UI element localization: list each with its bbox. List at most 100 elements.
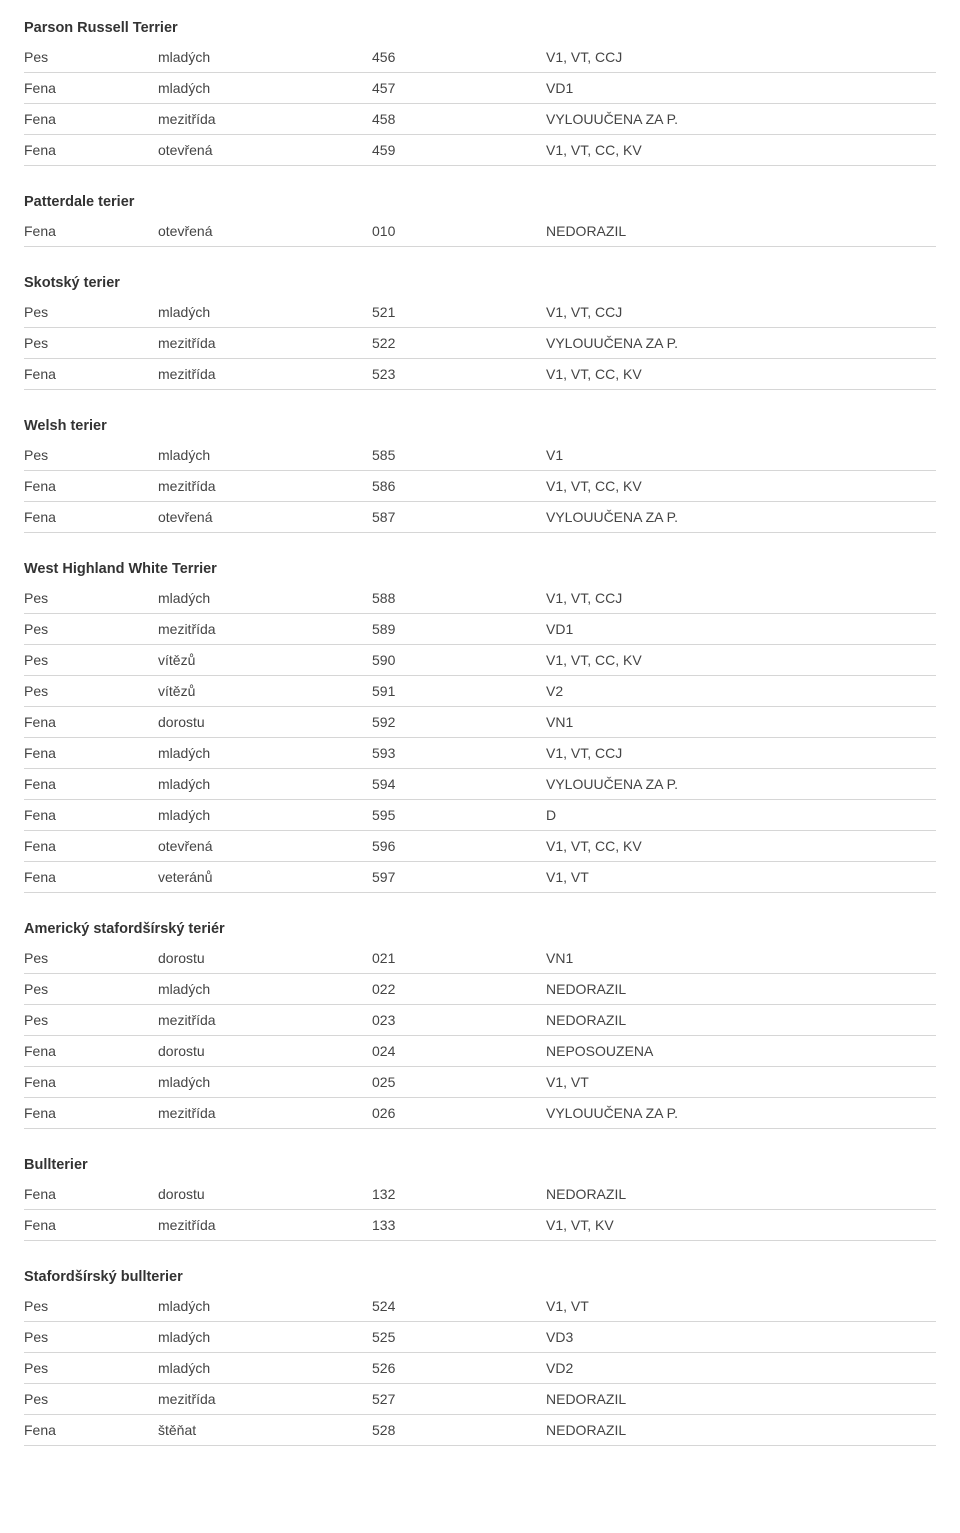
table-row: Fenamladých595D bbox=[24, 800, 936, 831]
cell-class: otevřená bbox=[158, 216, 372, 247]
breed-name: Bullterier bbox=[24, 1157, 936, 1173]
cell-sex: Fena bbox=[24, 862, 158, 893]
cell-sex: Pes bbox=[24, 1384, 158, 1415]
cell-number: 023 bbox=[372, 1005, 546, 1036]
results-table: Pesmladých588V1, VT, CCJPesmezitřída589V… bbox=[24, 583, 936, 893]
cell-number: 524 bbox=[372, 1291, 546, 1322]
cell-number: 595 bbox=[372, 800, 546, 831]
table-row: Fenaštěňat528NEDORAZIL bbox=[24, 1415, 936, 1446]
breed-block: Welsh terierPesmladých585V1Fenamezitřída… bbox=[24, 418, 936, 533]
cell-number: 588 bbox=[372, 583, 546, 614]
cell-number: 589 bbox=[372, 614, 546, 645]
cell-number: 591 bbox=[372, 676, 546, 707]
cell-class: mezitřída bbox=[158, 328, 372, 359]
cell-number: 021 bbox=[372, 943, 546, 974]
cell-sex: Pes bbox=[24, 583, 158, 614]
table-row: Fenaveteránů597V1, VT bbox=[24, 862, 936, 893]
breed-name: West Highland White Terrier bbox=[24, 561, 936, 577]
cell-number: 458 bbox=[372, 104, 546, 135]
cell-number: 590 bbox=[372, 645, 546, 676]
cell-result: V2 bbox=[546, 676, 936, 707]
cell-class: mladých bbox=[158, 73, 372, 104]
cell-result: V1, VT, CCJ bbox=[546, 42, 936, 73]
table-row: Fenadorostu592VN1 bbox=[24, 707, 936, 738]
cell-result: NEDORAZIL bbox=[546, 1005, 936, 1036]
cell-class: dorostu bbox=[158, 1036, 372, 1067]
cell-class: mladých bbox=[158, 440, 372, 471]
table-row: Fenadorostu024NEPOSOUZENA bbox=[24, 1036, 936, 1067]
results-table: Pesmladých521V1, VT, CCJPesmezitřída522V… bbox=[24, 297, 936, 390]
cell-number: 593 bbox=[372, 738, 546, 769]
results-table: Fenaotevřená010NEDORAZIL bbox=[24, 216, 936, 247]
table-row: Fenamezitřída458VYLOUUČENA ZA P. bbox=[24, 104, 936, 135]
cell-sex: Fena bbox=[24, 831, 158, 862]
cell-result: V1, VT bbox=[546, 1067, 936, 1098]
table-row: Fenaotevřená010NEDORAZIL bbox=[24, 216, 936, 247]
cell-number: 596 bbox=[372, 831, 546, 862]
breed-name: Americký stafordšírský teriér bbox=[24, 921, 936, 937]
cell-class: mezitřída bbox=[158, 614, 372, 645]
cell-sex: Fena bbox=[24, 1179, 158, 1210]
table-row: Fenamladých025V1, VT bbox=[24, 1067, 936, 1098]
cell-class: mezitřída bbox=[158, 359, 372, 390]
results-table: Pesmladých524V1, VTPesmladých525VD3Pesml… bbox=[24, 1291, 936, 1446]
cell-result: V1, VT, CC, KV bbox=[546, 645, 936, 676]
cell-result: V1, VT, CC, KV bbox=[546, 359, 936, 390]
table-row: Fenadorostu132NEDORAZIL bbox=[24, 1179, 936, 1210]
table-row: Fenamezitřída523V1, VT, CC, KV bbox=[24, 359, 936, 390]
cell-sex: Pes bbox=[24, 1005, 158, 1036]
cell-class: veteránů bbox=[158, 862, 372, 893]
cell-sex: Pes bbox=[24, 1353, 158, 1384]
cell-class: otevřená bbox=[158, 502, 372, 533]
table-row: Pesmezitřída589VD1 bbox=[24, 614, 936, 645]
cell-result: VN1 bbox=[546, 707, 936, 738]
cell-class: mladých bbox=[158, 583, 372, 614]
cell-result: V1, VT bbox=[546, 1291, 936, 1322]
cell-sex: Fena bbox=[24, 104, 158, 135]
cell-number: 522 bbox=[372, 328, 546, 359]
cell-class: mezitřída bbox=[158, 104, 372, 135]
cell-class: dorostu bbox=[158, 943, 372, 974]
breed-block: Parson Russell TerrierPesmladých456V1, V… bbox=[24, 20, 936, 166]
cell-number: 026 bbox=[372, 1098, 546, 1129]
cell-result: VYLOUUČENA ZA P. bbox=[546, 104, 936, 135]
results-table: Fenadorostu132NEDORAZILFenamezitřída133V… bbox=[24, 1179, 936, 1241]
cell-sex: Fena bbox=[24, 769, 158, 800]
breed-block: West Highland White TerrierPesmladých588… bbox=[24, 561, 936, 893]
cell-sex: Fena bbox=[24, 359, 158, 390]
cell-class: mezitřída bbox=[158, 1005, 372, 1036]
table-row: Pesmladých521V1, VT, CCJ bbox=[24, 297, 936, 328]
table-row: Pesmladých524V1, VT bbox=[24, 1291, 936, 1322]
cell-result: NEDORAZIL bbox=[546, 974, 936, 1005]
table-row: Fenamezitřída586V1, VT, CC, KV bbox=[24, 471, 936, 502]
cell-class: mladých bbox=[158, 738, 372, 769]
table-row: Pesdorostu021VN1 bbox=[24, 943, 936, 974]
cell-result: V1, VT, CCJ bbox=[546, 583, 936, 614]
table-row: Fenaotevřená596V1, VT, CC, KV bbox=[24, 831, 936, 862]
table-row: Pesmladých526VD2 bbox=[24, 1353, 936, 1384]
cell-sex: Fena bbox=[24, 502, 158, 533]
cell-result: VD2 bbox=[546, 1353, 936, 1384]
cell-result: V1, VT bbox=[546, 862, 936, 893]
table-row: Pesmladých456V1, VT, CCJ bbox=[24, 42, 936, 73]
cell-class: mezitřída bbox=[158, 471, 372, 502]
cell-class: mladých bbox=[158, 1067, 372, 1098]
cell-result: V1, VT, CC, KV bbox=[546, 831, 936, 862]
cell-sex: Pes bbox=[24, 42, 158, 73]
cell-number: 585 bbox=[372, 440, 546, 471]
cell-class: otevřená bbox=[158, 831, 372, 862]
cell-sex: Pes bbox=[24, 974, 158, 1005]
breed-block: Skotský terierPesmladých521V1, VT, CCJPe… bbox=[24, 275, 936, 390]
table-row: Fenamladých593V1, VT, CCJ bbox=[24, 738, 936, 769]
table-row: Fenaotevřená587VYLOUUČENA ZA P. bbox=[24, 502, 936, 533]
cell-result: VD3 bbox=[546, 1322, 936, 1353]
cell-number: 459 bbox=[372, 135, 546, 166]
cell-sex: Fena bbox=[24, 1036, 158, 1067]
table-row: Pesmladých022NEDORAZIL bbox=[24, 974, 936, 1005]
cell-class: vítězů bbox=[158, 676, 372, 707]
table-row: Pesvítězů591V2 bbox=[24, 676, 936, 707]
cell-class: mladých bbox=[158, 769, 372, 800]
results-table: Pesdorostu021VN1Pesmladých022NEDORAZILPe… bbox=[24, 943, 936, 1129]
cell-number: 523 bbox=[372, 359, 546, 390]
breed-block: Bullterier Fenadorostu132NEDORAZILFenamez… bbox=[24, 1157, 936, 1241]
